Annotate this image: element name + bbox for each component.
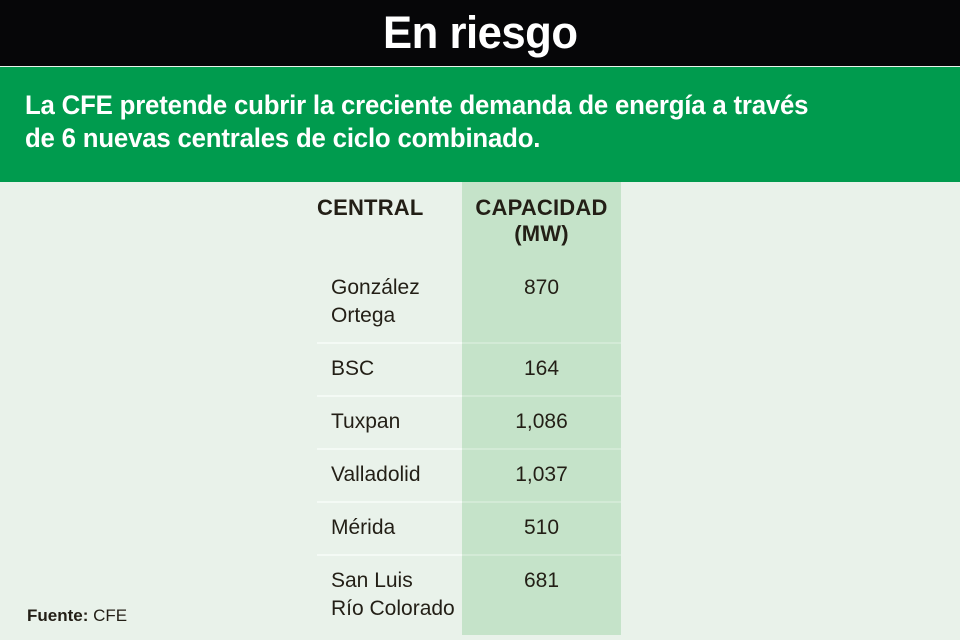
table-row: Tuxpan 1,086	[317, 395, 621, 449]
source-value: CFE	[93, 606, 128, 625]
cell-capacidad: 870	[462, 263, 621, 343]
cell-central: San Luis Río Colorado	[317, 554, 462, 635]
cell-central: Mérida	[317, 501, 462, 555]
subtitle-band: La CFE pretende cubrir la creciente dema…	[0, 67, 960, 182]
cell-capacidad: 164	[462, 342, 621, 396]
cell-central: González Ortega	[317, 263, 462, 343]
capacity-table: CENTRAL CAPACIDAD (MW) González Ortega 8…	[317, 182, 621, 635]
table-row: Valladolid 1,037	[317, 448, 621, 502]
page-title: En riesgo	[382, 6, 578, 58]
subtitle-text: La CFE pretende cubrir la creciente dema…	[25, 90, 809, 153]
table-row: González Ortega 870	[317, 263, 621, 343]
table-body: González Ortega 870 BSC 164 Tuxpan 1,086…	[317, 263, 621, 635]
capacity-table-wrapper: CENTRAL CAPACIDAD (MW) González Ortega 8…	[317, 182, 621, 635]
cell-capacidad: 1,037	[462, 448, 621, 502]
cell-capacidad: 510	[462, 501, 621, 555]
source-note: Fuente: CFE	[27, 606, 127, 626]
table-header-row: CENTRAL CAPACIDAD (MW)	[317, 182, 621, 263]
cell-central: Valladolid	[317, 448, 462, 502]
table-row: San Luis Río Colorado 681	[317, 554, 621, 635]
table-row: Mérida 510	[317, 501, 621, 555]
cell-capacidad: 1,086	[462, 395, 621, 449]
cell-central: BSC	[317, 342, 462, 396]
source-label: Fuente:	[27, 606, 89, 625]
cell-capacidad: 681	[462, 554, 621, 635]
column-header-capacidad: CAPACIDAD (MW)	[462, 182, 621, 263]
table-row: BSC 164	[317, 342, 621, 396]
title-band: En riesgo	[0, 0, 960, 66]
cell-central: Tuxpan	[317, 395, 462, 449]
table-header: CENTRAL CAPACIDAD (MW)	[317, 182, 621, 263]
column-header-central: CENTRAL	[317, 182, 462, 263]
